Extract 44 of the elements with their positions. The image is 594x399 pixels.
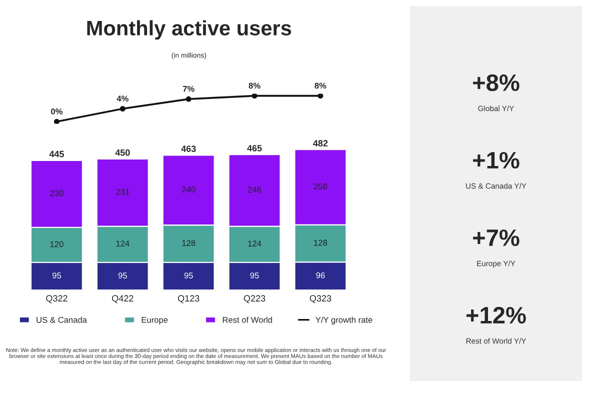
- data-label: 7%: [182, 86, 194, 92]
- x-tick-label: Q223: [244, 295, 266, 304]
- text: +12%: [466, 306, 526, 324]
- point: [318, 94, 324, 99]
- legend-label: US & Canada: [36, 316, 87, 323]
- data-label: 95: [52, 272, 62, 278]
- point: [120, 106, 126, 112]
- data-label: 96: [316, 272, 325, 278]
- data-label: 240: [182, 186, 196, 192]
- text: +1%: [473, 152, 520, 169]
- text: +8%: [473, 74, 520, 92]
- x-tick-label: Q422: [112, 295, 134, 304]
- data-label: 128: [314, 240, 328, 246]
- chart-title: Monthly active users: [87, 20, 292, 40]
- x-tick-label: Q323: [310, 295, 332, 304]
- legend-label: Y/Y growth rate: [316, 316, 372, 324]
- data-label: 124: [116, 240, 130, 246]
- x-tick-label: Q123: [178, 295, 200, 304]
- data-label: 231: [116, 188, 130, 195]
- data-label: 246: [248, 186, 262, 193]
- data-label: 120: [50, 241, 64, 248]
- data-label: 8%: [248, 82, 260, 89]
- data-label: 0%: [51, 108, 63, 114]
- data-label: 95: [184, 272, 193, 278]
- text: +7%: [473, 229, 520, 246]
- point: [186, 96, 192, 102]
- data-label: 95: [250, 272, 259, 278]
- legend-label: Europe: [142, 317, 168, 324]
- data-label: 230: [50, 190, 64, 196]
- data-label: 8%: [314, 82, 326, 89]
- x-tick-label: Q322: [46, 295, 68, 304]
- point: [252, 94, 258, 99]
- total-label: 465: [247, 144, 262, 152]
- total-label: 450: [115, 149, 130, 156]
- data-label: 258: [314, 184, 328, 190]
- data-label: 4%: [116, 96, 128, 102]
- total-label: 482: [313, 140, 328, 146]
- data-label: 124: [248, 240, 262, 246]
- legend-label: Rest of World: [222, 316, 272, 323]
- data-label: 95: [118, 272, 127, 278]
- total-label: 463: [181, 146, 196, 152]
- total-label: 445: [49, 150, 64, 158]
- data-label: 128: [182, 240, 196, 246]
- point: [54, 118, 60, 124]
